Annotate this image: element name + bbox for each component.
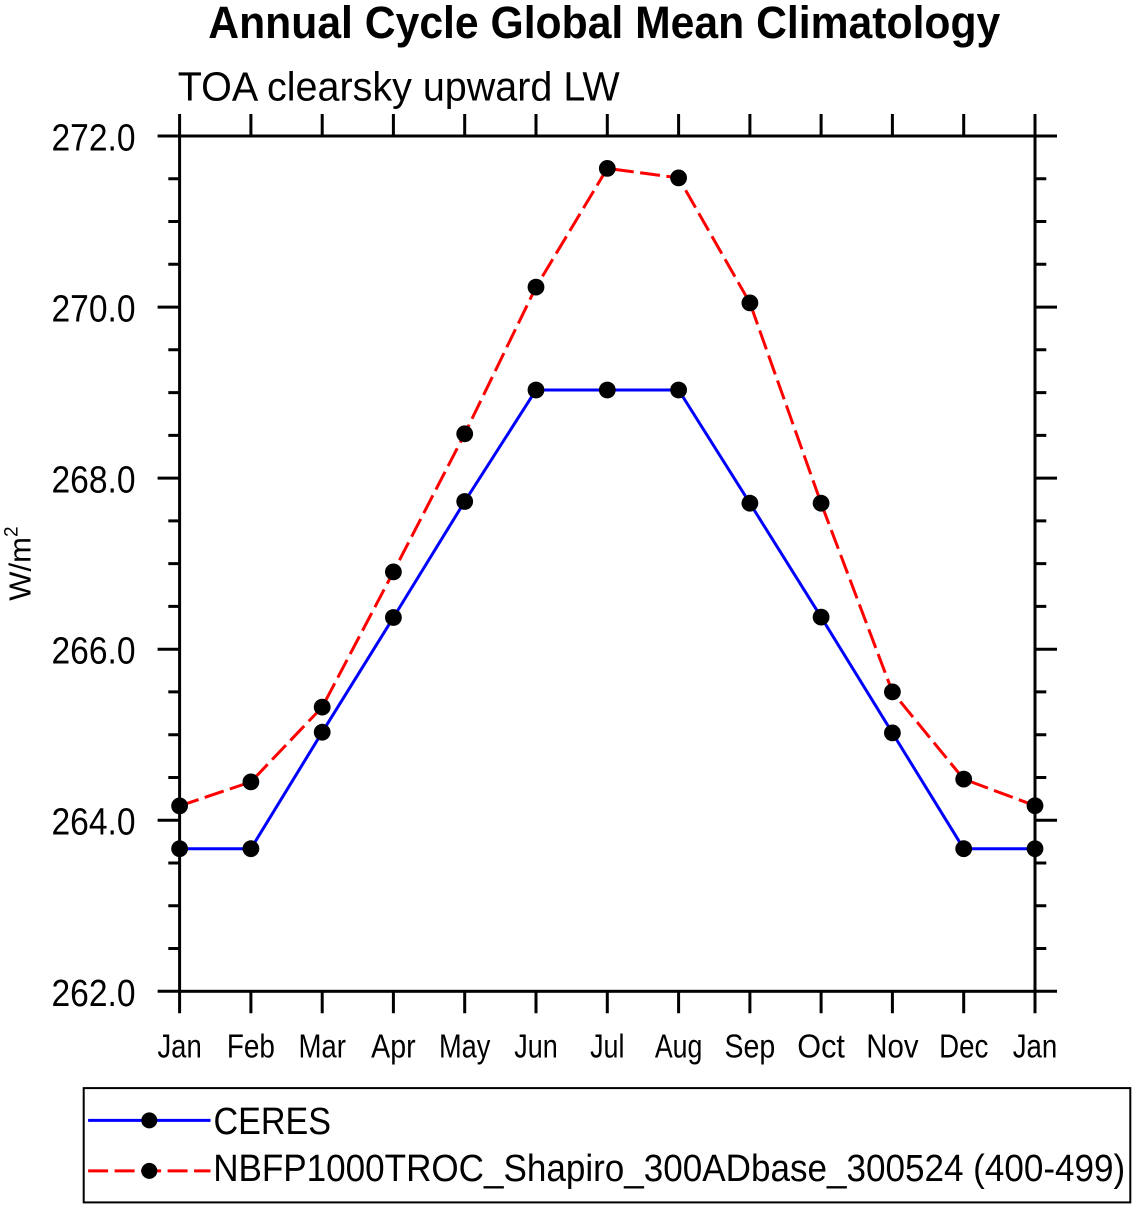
svg-text:Nov: Nov xyxy=(866,1028,919,1065)
svg-text:Jan: Jan xyxy=(157,1028,201,1065)
svg-text:NBFP1000TROC_Shapiro_300ADbase: NBFP1000TROC_Shapiro_300ADbase_300524 (4… xyxy=(213,1148,1125,1190)
svg-text:Jun: Jun xyxy=(514,1028,558,1065)
svg-text:Apr: Apr xyxy=(371,1028,416,1065)
svg-text:Sep: Sep xyxy=(725,1028,776,1065)
svg-text:Aug: Aug xyxy=(655,1028,703,1065)
svg-text:262.0: 262.0 xyxy=(52,973,136,1015)
svg-text:Mar: Mar xyxy=(298,1028,346,1065)
svg-text:266.0: 266.0 xyxy=(52,631,136,673)
svg-text:Feb: Feb xyxy=(227,1028,275,1065)
svg-text:CERES: CERES xyxy=(214,1101,332,1143)
svg-text:Jan: Jan xyxy=(1013,1028,1058,1065)
svg-text:272.0: 272.0 xyxy=(52,118,136,160)
svg-text:W/m2: W/m2 xyxy=(2,526,38,600)
svg-text:Oct: Oct xyxy=(797,1028,845,1065)
svg-text:Jul: Jul xyxy=(590,1028,624,1065)
svg-text:270.0: 270.0 xyxy=(52,289,136,331)
svg-text:Dec: Dec xyxy=(939,1028,988,1065)
svg-text:264.0: 264.0 xyxy=(52,802,136,844)
svg-text:TOA clearsky upward LW: TOA clearsky upward LW xyxy=(178,64,620,110)
svg-text:May: May xyxy=(439,1028,491,1065)
svg-text:268.0: 268.0 xyxy=(52,460,136,502)
svg-text:Annual Cycle Global Mean Clima: Annual Cycle Global Mean Climatology xyxy=(208,0,1000,48)
